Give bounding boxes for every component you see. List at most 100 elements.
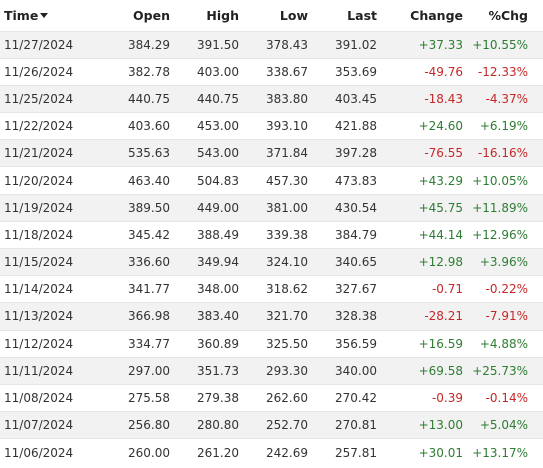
- open-cell: 384.29: [128, 37, 170, 52]
- time-cell: 11/06/2024: [4, 445, 74, 460]
- last-cell: 356.59: [335, 336, 377, 351]
- open-cell: 345.42: [128, 227, 170, 242]
- last-cell: 257.81: [335, 445, 377, 460]
- table-row: 11/19/2024 389.50 449.00 381.00 430.54 +45.75…: [0, 194, 543, 222]
- table-row: 11/18/2024 345.42 388.49 339.38 384.79 +44.14…: [0, 221, 543, 249]
- time-header-label: Time: [4, 7, 39, 23]
- last-cell: 328.38: [335, 309, 377, 324]
- high-cell: 440.75: [197, 91, 239, 106]
- low-cell: 383.80: [266, 91, 308, 106]
- pct-change-cell: +6.19%: [479, 119, 528, 134]
- table-row: 11/12/2024 334.77 360.89 325.50 356.59 +16.59…: [0, 330, 543, 358]
- change-column-header[interactable]: Change: [410, 7, 463, 23]
- open-cell: 535.63: [128, 146, 170, 161]
- change-cell: -49.76: [424, 64, 463, 79]
- open-cell: 334.77: [128, 336, 170, 351]
- high-cell: 504.83: [197, 173, 239, 188]
- pct-change-cell: +5.04%: [479, 418, 528, 433]
- low-cell: 338.67: [266, 64, 308, 79]
- open-cell: 260.00: [128, 445, 170, 460]
- high-cell: 261.20: [197, 445, 239, 460]
- change-cell: +37.33: [418, 37, 463, 52]
- low-cell: 324.10: [266, 255, 308, 270]
- time-cell: 11/21/2024: [4, 146, 74, 161]
- time-cell: 11/15/2024: [4, 255, 74, 270]
- open-cell: 297.00: [128, 363, 170, 378]
- open-cell: 389.50: [128, 200, 170, 215]
- table-row: 11/20/2024 463.40 504.83 457.30 473.83 +43.29…: [0, 166, 543, 195]
- time-cell: 11/08/2024: [4, 391, 74, 406]
- high-cell: 360.89: [197, 336, 239, 351]
- open-cell: 440.75: [128, 91, 170, 106]
- high-cell: 279.38: [197, 391, 239, 406]
- low-column-header[interactable]: Low: [279, 7, 308, 23]
- change-cell: +45.75: [418, 200, 463, 215]
- open-column-header[interactable]: Open: [133, 7, 170, 23]
- low-cell: 318.62: [266, 282, 308, 297]
- open-cell: 403.60: [128, 119, 170, 134]
- change-cell: +44.14: [418, 227, 463, 242]
- pct-change-cell: -0.14%: [485, 391, 528, 406]
- pct-change-cell: -4.37%: [485, 91, 528, 106]
- table-row: 11/26/2024 382.78 403.00 338.67 353.69 -49.76…: [0, 58, 543, 86]
- open-cell: 463.40: [128, 173, 170, 188]
- pct-change-cell: -16.16%: [477, 146, 528, 161]
- time-cell: 11/11/2024: [4, 363, 74, 378]
- low-cell: 393.10: [266, 119, 308, 134]
- change-cell: +24.60: [418, 119, 463, 134]
- change-cell: +43.29: [418, 173, 463, 188]
- pct-change-cell: -0.22%: [485, 282, 528, 297]
- table-row: 11/15/2024 336.60 349.94 324.10 340.65 +12.98…: [0, 248, 543, 276]
- pct-change-cell: +25.73%: [472, 363, 528, 378]
- high-cell: 449.00: [197, 200, 239, 215]
- high-cell: 383.40: [197, 309, 239, 324]
- time-column-header[interactable]: Time: [0, 0, 105, 31]
- pct-change-cell: +4.88%: [479, 336, 528, 351]
- pct-change-cell: +13.17%: [472, 445, 528, 460]
- table-row: 11/07/2024 256.80 280.80 252.70 270.81 +13.00…: [0, 411, 543, 439]
- low-cell: 293.30: [266, 363, 308, 378]
- time-cell: 11/12/2024: [4, 336, 74, 351]
- last-cell: 340.65: [335, 255, 377, 270]
- table-row: 11/08/2024 275.58 279.38 262.60 270.42 -0.39 -…: [0, 384, 543, 412]
- last-cell: 384.79: [335, 227, 377, 242]
- pct-change-cell: +11.89%: [472, 200, 528, 215]
- time-cell: 11/22/2024: [4, 119, 74, 134]
- time-cell: 11/14/2024: [4, 282, 74, 297]
- table-row: 11/21/2024 535.63 543.00 371.84 397.28 -76.55…: [0, 139, 543, 167]
- time-cell: 11/26/2024: [4, 64, 74, 79]
- open-cell: 341.77: [128, 282, 170, 297]
- last-cell: 397.28: [335, 146, 377, 161]
- high-cell: 453.00: [197, 119, 239, 134]
- pct-change-cell: -12.33%: [477, 64, 528, 79]
- low-cell: 371.84: [266, 146, 308, 161]
- open-cell: 256.80: [128, 418, 170, 433]
- last-cell: 340.00: [335, 363, 377, 378]
- low-cell: 321.70: [266, 309, 308, 324]
- open-cell: 382.78: [128, 64, 170, 79]
- last-cell: 421.88: [335, 119, 377, 134]
- low-cell: 378.43: [266, 37, 308, 52]
- pct-change-cell: +12.96%: [472, 227, 528, 242]
- table-row: 11/27/2024 384.29 391.50 378.43 391.02 +37.33…: [0, 31, 543, 59]
- change-cell: +12.98: [418, 255, 463, 270]
- last-cell: 327.67: [335, 282, 377, 297]
- last-column-header[interactable]: Last: [347, 7, 377, 23]
- change-cell: -0.39: [431, 391, 463, 406]
- caret-down-icon: [40, 12, 49, 18]
- change-cell: -18.43: [424, 91, 463, 106]
- change-cell: -0.71: [431, 282, 463, 297]
- time-cell: 11/07/2024: [4, 418, 74, 433]
- last-cell: 270.42: [335, 391, 377, 406]
- low-cell: 252.70: [266, 418, 308, 433]
- pct-change-cell: +3.96%: [479, 255, 528, 270]
- high-column-header[interactable]: High: [206, 7, 239, 23]
- table-row: 11/14/2024 341.77 348.00 318.62 327.67 -0.71 -…: [0, 275, 543, 303]
- table-row: 11/11/2024 297.00 351.73 293.30 340.00 +69.58…: [0, 357, 543, 385]
- high-cell: 280.80: [197, 418, 239, 433]
- pct-change-column-header[interactable]: %Chg: [488, 7, 528, 23]
- low-cell: 242.69: [266, 445, 308, 460]
- last-cell: 270.81: [335, 418, 377, 433]
- table-row: 11/06/2024 260.00 261.20 242.69 257.81 +30.01…: [0, 438, 543, 466]
